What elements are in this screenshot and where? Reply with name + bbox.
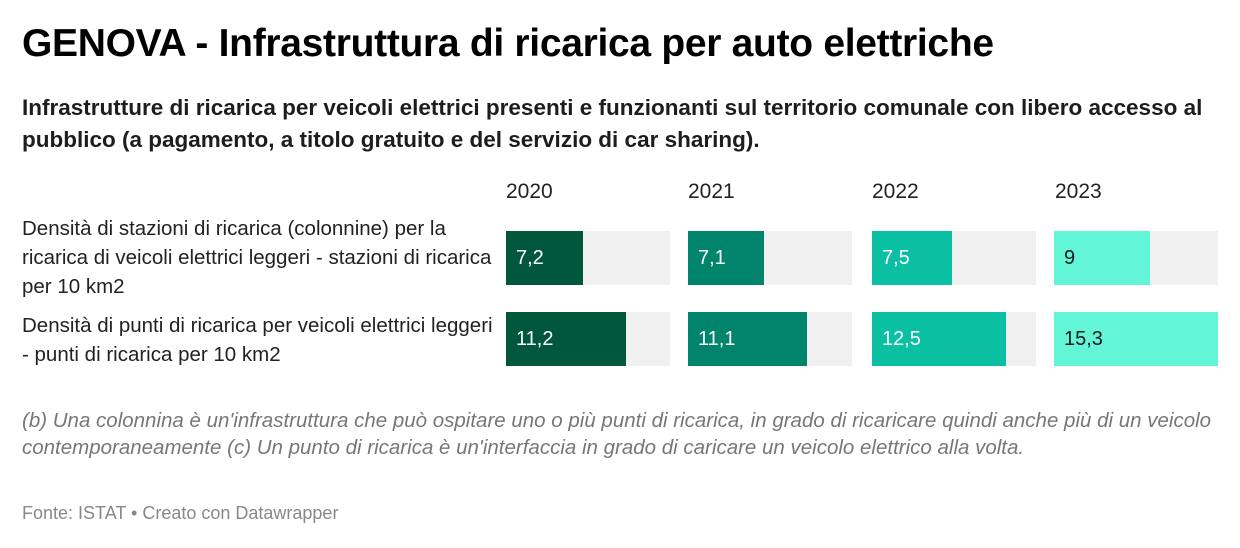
- bar-cell-2022-row2: 12,5: [872, 312, 1036, 366]
- bar-cell-2020-row2: 11,2: [506, 312, 670, 366]
- year-header-2022: 2022: [872, 180, 919, 203]
- source-footer: Fonte: ISTAT • Creato con Datawrapper: [22, 503, 339, 523]
- footnotes: (b) Una colonnina è un'infrastruttura ch…: [22, 409, 1212, 459]
- data-label-2020-row1: 7,2: [516, 247, 544, 269]
- bar-2022-row2: [872, 312, 1006, 366]
- year-header-2021: 2021: [688, 180, 735, 203]
- bar-cell-2022-row1: 7,5: [872, 231, 1036, 285]
- year-header-2020: 2020: [506, 180, 553, 203]
- row-label-punti: Densità di punti di ricarica per veicoli…: [22, 314, 493, 366]
- bar-2023-row2: [1054, 312, 1218, 366]
- bar-2021-row2: [688, 312, 807, 366]
- chart-title: GENOVA - Infrastruttura di ricarica per …: [22, 22, 994, 65]
- chart-subtitle: Infrastrutture di ricarica per veicoli e…: [22, 95, 1203, 152]
- bar-2022-row1: [872, 231, 953, 285]
- bar-cell-2021-row1: 7,1: [688, 231, 852, 285]
- bar-2021-row1: [688, 231, 765, 285]
- year-header-2023: 2023: [1055, 180, 1102, 203]
- data-label-2021-row2: 11,1: [698, 328, 736, 350]
- data-label-2023-row1: 9: [1064, 247, 1076, 269]
- bar-2020-row1: [506, 231, 584, 285]
- bar-cell-2020-row1: 7,2: [506, 231, 670, 285]
- data-label-2022-row1: 7,5: [882, 247, 910, 269]
- data-label-2022-row2: 12,5: [882, 328, 921, 350]
- row-label-stazioni: Densità di stazioni di ricarica (colonni…: [22, 217, 492, 298]
- bar-2020-row2: [506, 312, 627, 366]
- bar-cell-2023-row2: 15,3: [1054, 312, 1218, 366]
- data-label-2021-row1: 7,1: [698, 247, 726, 269]
- bar-cell-2023-row1: 9: [1054, 231, 1218, 285]
- data-label-2023-row2: 15,3: [1064, 328, 1103, 350]
- data-label-2020-row2: 11,2: [516, 328, 554, 350]
- bar-cell-2021-row2: 11,1: [688, 312, 852, 366]
- bar-2023-row1: [1054, 231, 1151, 285]
